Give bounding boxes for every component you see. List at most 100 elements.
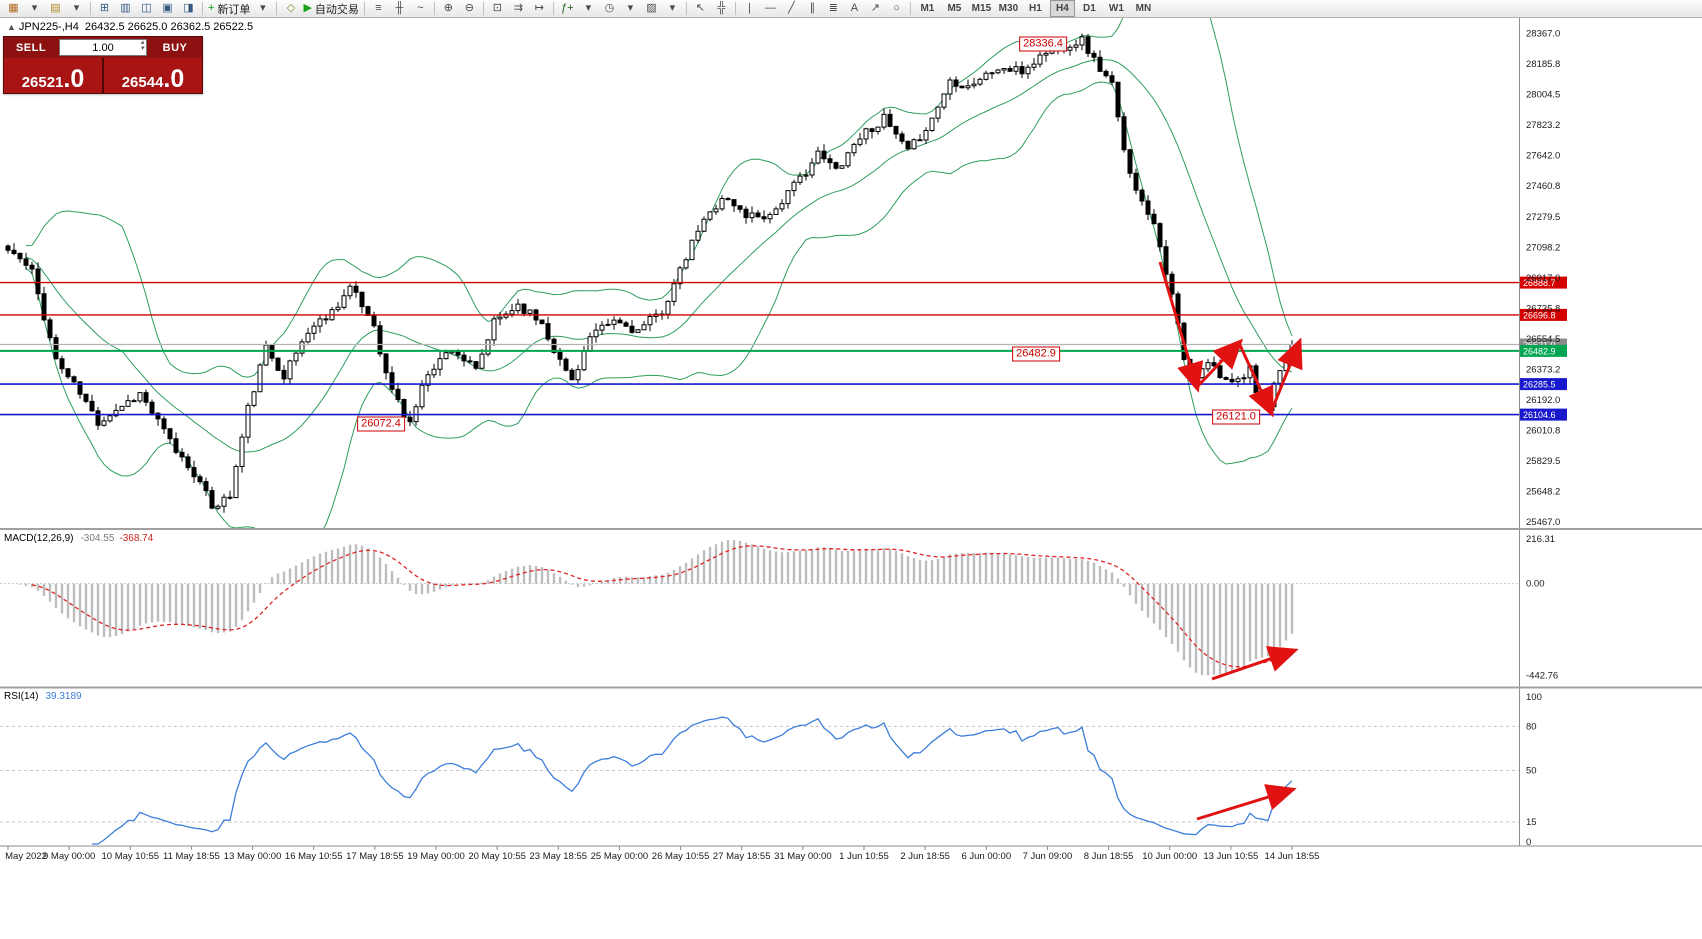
new-order-dropdown-icon[interactable]: ▾	[260, 2, 266, 14]
main-toolbar: ▦ ▾ ▤ ▾ ⊞ ▥ ◫ ▣ ◨ + 新订单 ▾ ◇ ▶ 自动交易 ≡ ╫ ~ ⊕ ⊖ ⊡ ⇉ ↦ ƒ+ ▾ ◷ ▾ ▨ ▾ ↖ ╬ | — ╱…	[0, 0, 1702, 18]
sell-price: 26521	[21, 74, 64, 91]
new-order-button-label: 新订单	[217, 3, 251, 16]
volume-spinner[interactable]: ▴ ▾	[140, 39, 144, 52]
volume-input[interactable]: 1.00 ▴ ▾	[59, 39, 147, 56]
price-level-badge-text: 26104.6	[1523, 410, 1556, 420]
timeframe-h1-button[interactable]: H1	[1029, 3, 1042, 14]
price-level-badge	[1520, 408, 1567, 421]
rsi-line	[92, 716, 1293, 845]
tile-windows-icon[interactable]: ⊡	[492, 2, 503, 14]
buy-price-fraction: .0	[163, 65, 185, 93]
macd-main-value: -304.55	[80, 533, 115, 544]
toolbar-separator	[685, 2, 687, 15]
time-axis-label: 8 Jun 18:55	[1084, 851, 1134, 862]
trend-arrow-macd[interactable]	[1211, 646, 1299, 681]
price-axis-label: 27642.0	[1526, 151, 1560, 162]
toolbar-separator	[202, 2, 203, 15]
price-axis-label: 25467.0	[1526, 517, 1560, 528]
line-chart-icon[interactable]: ~	[417, 2, 424, 14]
trend-arrow-rsi[interactable]	[1196, 784, 1297, 821]
timeframe-m5-button[interactable]: M5	[947, 3, 962, 14]
indicators-dropdown-icon[interactable]: ▾	[585, 2, 592, 14]
navigator-icon[interactable]: ◫	[141, 2, 152, 14]
toolbar-separator	[276, 2, 278, 15]
symbol-ohlc-values: 26432.5 26625.0 26362.5 26522.5	[84, 21, 254, 33]
sell-label[interactable]: SELL	[15, 41, 47, 54]
sell-button[interactable]: 26521.0	[4, 58, 102, 93]
volume-value[interactable]: 1.00	[92, 41, 114, 54]
price-axis-label: 26554.5	[1526, 334, 1560, 345]
timeframe-h4-button[interactable]: H4	[1049, 0, 1075, 17]
bar-chart-icon[interactable]: ≡	[375, 2, 382, 14]
candlestick-chart-icon[interactable]: ╫	[395, 2, 404, 14]
trend-arrow-main[interactable]	[1195, 338, 1244, 389]
shapes-icon[interactable]: ○	[893, 2, 900, 14]
periods-icon[interactable]: ◷	[604, 2, 615, 14]
volume-up-icon[interactable]: ▴	[140, 39, 144, 46]
new-chart-icon[interactable]: ▦	[8, 2, 19, 14]
trend-arrow-main[interactable]	[1158, 261, 1204, 393]
timeframe-w1-button[interactable]: W1	[1108, 3, 1124, 14]
macd-title: MACD(12,26,9)	[4, 533, 74, 544]
price-annotation[interactable]: 28336.4	[1019, 36, 1067, 52]
buy-price: 26544	[121, 74, 164, 91]
timeframe-d1-button[interactable]: D1	[1083, 3, 1096, 14]
buy-label[interactable]: BUY	[162, 41, 188, 54]
new-chart-dropdown-icon[interactable]: ▾	[31, 2, 38, 14]
macd-axis-label: 216.31	[1526, 534, 1555, 545]
equidistant-channel-icon[interactable]: ∥	[809, 2, 816, 14]
volume-down-icon[interactable]: ▾	[140, 45, 144, 52]
horizontal-line-icon[interactable]: —	[764, 2, 776, 14]
price-axis-label: 26010.8	[1526, 425, 1560, 436]
toolbar-separator	[90, 2, 91, 15]
terminal-icon[interactable]: ▣	[162, 2, 173, 14]
fibonacci-icon[interactable]: ≣	[828, 2, 839, 14]
time-axis-label: 23 May 18:55	[529, 851, 587, 862]
text-label-icon[interactable]: A	[850, 2, 859, 14]
new-order-button[interactable]: + 新订单	[208, 2, 251, 16]
indicators-icon[interactable]: ƒ+	[561, 2, 574, 14]
timeframe-m15-button[interactable]: M15	[971, 3, 992, 14]
profiles-dropdown-icon[interactable]: ▾	[73, 2, 80, 14]
data-window-icon[interactable]: ▥	[120, 2, 131, 14]
rsi-value: 39.3189	[45, 691, 82, 702]
price-axis-label: 27823.2	[1526, 120, 1560, 131]
timeframe-mn-button[interactable]: MN	[1135, 3, 1152, 14]
profiles-icon[interactable]: ▤	[50, 2, 61, 14]
price-axis-label: 28185.8	[1526, 59, 1560, 70]
templates-icon[interactable]: ▨	[646, 2, 657, 14]
timeframe-m30-button[interactable]: M30	[998, 3, 1019, 14]
market-watch-icon[interactable]: ⊞	[99, 2, 110, 14]
main-price-plot	[5, 17, 1295, 528]
auto-scroll-icon[interactable]: ⇉	[513, 2, 524, 14]
chart-shift-icon[interactable]: ↦	[534, 2, 545, 14]
templates-dropdown-icon[interactable]: ▾	[669, 2, 676, 14]
price-annotation[interactable]: 26072.4	[357, 416, 405, 432]
time-axis-label: 9 May 00:00	[43, 851, 95, 862]
time-axis-label: 26 May 10:55	[652, 851, 710, 862]
price-annotation[interactable]: 26482.9	[1012, 346, 1060, 362]
price-level-badge-text: 26285.5	[1523, 380, 1556, 390]
toolbar-separator	[433, 2, 435, 15]
periods-dropdown-icon[interactable]: ▾	[627, 2, 634, 14]
strategy-tester-icon[interactable]: ◨	[183, 2, 194, 14]
price-axis-label: 28004.5	[1526, 90, 1560, 101]
autotrading-button[interactable]: ▶ 自动交易	[303, 2, 359, 16]
time-axis-label: 11 May 18:55	[163, 851, 220, 862]
price-annotation[interactable]: 26121.0	[1212, 409, 1260, 425]
crosshair-icon[interactable]: ╬	[717, 2, 726, 14]
zoom-out-icon[interactable]: ⊖	[464, 2, 475, 14]
buy-button[interactable]: 26544.0	[104, 58, 202, 93]
macd-signal-line	[31, 545, 1293, 668]
cursor-icon[interactable]: ↖	[695, 2, 706, 14]
trendline-icon[interactable]: ╱	[788, 2, 795, 14]
arrows-tool-icon[interactable]: ↗	[870, 2, 881, 14]
vertical-line-icon[interactable]: |	[747, 2, 751, 14]
trend-arrow-main[interactable]	[1269, 337, 1303, 413]
metaeditor-icon[interactable]: ◇	[286, 2, 296, 14]
zoom-in-icon[interactable]: ⊕	[443, 2, 454, 14]
time-axis-label: 13 Jun 10:55	[1203, 851, 1258, 862]
trend-arrow-main[interactable]	[1237, 342, 1274, 418]
timeframe-m1-button[interactable]: M1	[920, 3, 935, 14]
